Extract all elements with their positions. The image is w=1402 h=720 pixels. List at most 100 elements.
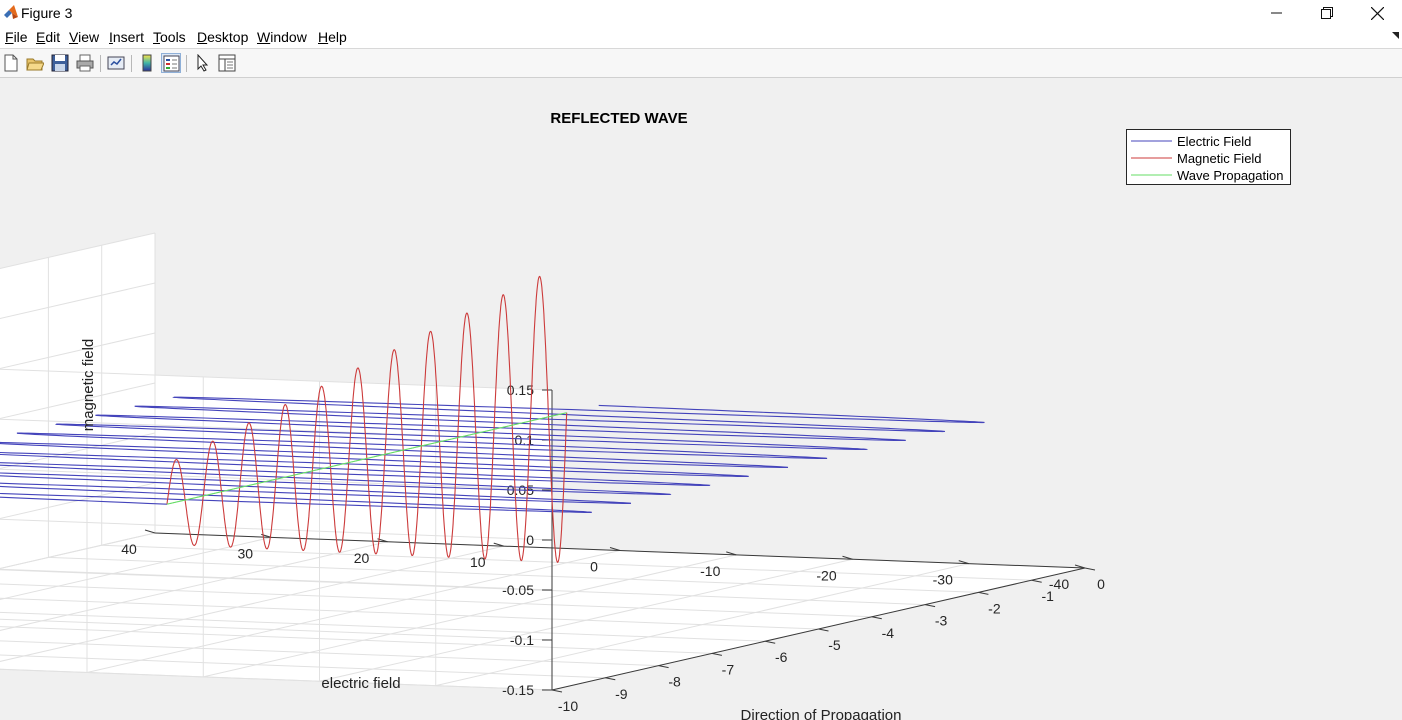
colorbar-icon bbox=[142, 54, 152, 72]
grid-line bbox=[203, 554, 737, 678]
x-tick-label: -2 bbox=[988, 600, 1001, 616]
menu-edit[interactable]: Edit bbox=[36, 29, 61, 45]
minimize-button[interactable] bbox=[1252, 0, 1302, 26]
x-tick-label: -7 bbox=[722, 661, 735, 677]
y-tick-label: 20 bbox=[354, 550, 370, 566]
x-tick bbox=[925, 604, 936, 608]
save-button[interactable] bbox=[50, 53, 70, 73]
y-tick bbox=[1074, 564, 1086, 569]
x-tick-label: -9 bbox=[615, 686, 628, 702]
y-tick-label: 0 bbox=[590, 559, 598, 575]
y-tick-label: -40 bbox=[1049, 576, 1069, 592]
restore-icon bbox=[1321, 7, 1333, 19]
menu-tools[interactable]: Tools bbox=[153, 29, 186, 45]
x-tick-label: -1 bbox=[1041, 588, 1054, 604]
legend-button[interactable] bbox=[161, 53, 181, 73]
y-tick-label: -30 bbox=[933, 572, 953, 588]
grid-line bbox=[319, 558, 853, 682]
open-file-button[interactable] bbox=[25, 53, 45, 73]
y-tick-label: -10 bbox=[700, 563, 720, 579]
close-button[interactable] bbox=[1352, 0, 1402, 26]
y-axis-label: electric field bbox=[321, 675, 400, 692]
edit-plot-button[interactable] bbox=[192, 53, 212, 73]
wave-propagation-line[interactable] bbox=[166, 412, 567, 505]
save-icon bbox=[51, 54, 69, 72]
window-title: Figure 3 bbox=[21, 5, 73, 21]
y-tick-label: 30 bbox=[237, 545, 253, 561]
legend[interactable]: Electric Field Magnetic Field Wave Propaga… bbox=[1126, 129, 1291, 185]
grid-line bbox=[0, 232, 156, 269]
grid-line bbox=[0, 432, 156, 469]
grid-line bbox=[0, 282, 156, 319]
x-tick-label: -3 bbox=[935, 613, 948, 629]
menu-desktop[interactable]: Desktop bbox=[197, 29, 249, 45]
grid-line bbox=[0, 332, 156, 369]
x-tick-label: -10 bbox=[558, 698, 578, 714]
y-tick-label: 10 bbox=[470, 554, 486, 570]
menu-file[interactable]: File bbox=[5, 29, 28, 45]
grid-line bbox=[435, 563, 969, 687]
x-tick bbox=[1031, 579, 1042, 583]
x-axis-label: Direction of Propagation bbox=[741, 707, 902, 720]
expand-toolstrip-icon[interactable] bbox=[1392, 32, 1399, 39]
toolbar-separator bbox=[100, 55, 101, 72]
legend-icon bbox=[163, 55, 180, 72]
y-tick-label: -20 bbox=[816, 567, 836, 583]
plot-lines[interactable] bbox=[0, 275, 985, 563]
x-tick bbox=[605, 677, 616, 681]
z-axis-label: magnetic field bbox=[80, 339, 97, 432]
y-tick-label: 40 bbox=[121, 541, 137, 557]
x-tick bbox=[1084, 567, 1096, 571]
x-tick bbox=[711, 652, 722, 656]
legend-entry-magnetic-field: Magnetic Field bbox=[1177, 151, 1262, 166]
grid-line bbox=[0, 532, 156, 569]
colorbar-button[interactable] bbox=[137, 53, 157, 73]
chart-title: REFLECTED WAVE bbox=[550, 110, 687, 127]
close-icon bbox=[1371, 7, 1384, 20]
edit-plot-icon bbox=[197, 54, 209, 72]
x-tick bbox=[765, 640, 776, 644]
toolbar-separator bbox=[131, 55, 132, 72]
menu-bar: File Edit View Insert Tools Desktop Wind… bbox=[0, 26, 1402, 48]
print-icon bbox=[76, 54, 94, 72]
figure-toolbar bbox=[0, 48, 1402, 78]
legend-entry-electric-field: Electric Field bbox=[1177, 134, 1251, 149]
electric-field-line[interactable] bbox=[0, 396, 985, 513]
title-bar: Figure 3 bbox=[0, 0, 1402, 26]
grid-line bbox=[0, 382, 156, 419]
grid-line bbox=[0, 618, 553, 641]
grid-line bbox=[0, 518, 553, 541]
open-file-icon bbox=[26, 58, 44, 71]
menu-insert[interactable]: Insert bbox=[109, 29, 145, 45]
y-tick bbox=[842, 555, 853, 560]
z-tick-label: 0 bbox=[526, 532, 534, 548]
link-plot-button[interactable] bbox=[106, 53, 126, 73]
grid-line bbox=[0, 545, 504, 662]
matlab-icon bbox=[4, 5, 18, 19]
figure-canvas[interactable]: -10-9-8-7-6-5-4-3-2-10-40-30-20-10010203… bbox=[0, 78, 1402, 720]
z-tick-label: 0.15 bbox=[507, 382, 534, 398]
menu-view[interactable]: View bbox=[69, 29, 100, 45]
property-inspector-icon bbox=[218, 54, 236, 72]
y-tick bbox=[493, 542, 504, 547]
toolbar-separator bbox=[186, 55, 187, 72]
restore-button[interactable] bbox=[1302, 0, 1352, 26]
x-tick bbox=[978, 591, 989, 595]
z-tick-label: -0.15 bbox=[502, 682, 534, 698]
grid-line bbox=[0, 668, 553, 691]
grid-line bbox=[86, 550, 621, 673]
menu-window[interactable]: Window bbox=[257, 29, 307, 45]
link-plot-icon bbox=[107, 56, 125, 70]
x-tick bbox=[658, 665, 669, 669]
y-tick bbox=[609, 547, 621, 551]
x-tick bbox=[818, 628, 829, 632]
z-tick-label: -0.1 bbox=[510, 632, 534, 648]
minimize-icon bbox=[1271, 12, 1282, 14]
print-button[interactable] bbox=[75, 53, 95, 73]
property-inspector-button[interactable] bbox=[217, 53, 237, 73]
x-tick-label: -8 bbox=[668, 674, 681, 690]
grid-line bbox=[0, 468, 553, 491]
new-figure-button[interactable] bbox=[1, 53, 21, 73]
x-tick-label: -5 bbox=[828, 637, 841, 653]
menu-help[interactable]: Help bbox=[318, 29, 347, 45]
